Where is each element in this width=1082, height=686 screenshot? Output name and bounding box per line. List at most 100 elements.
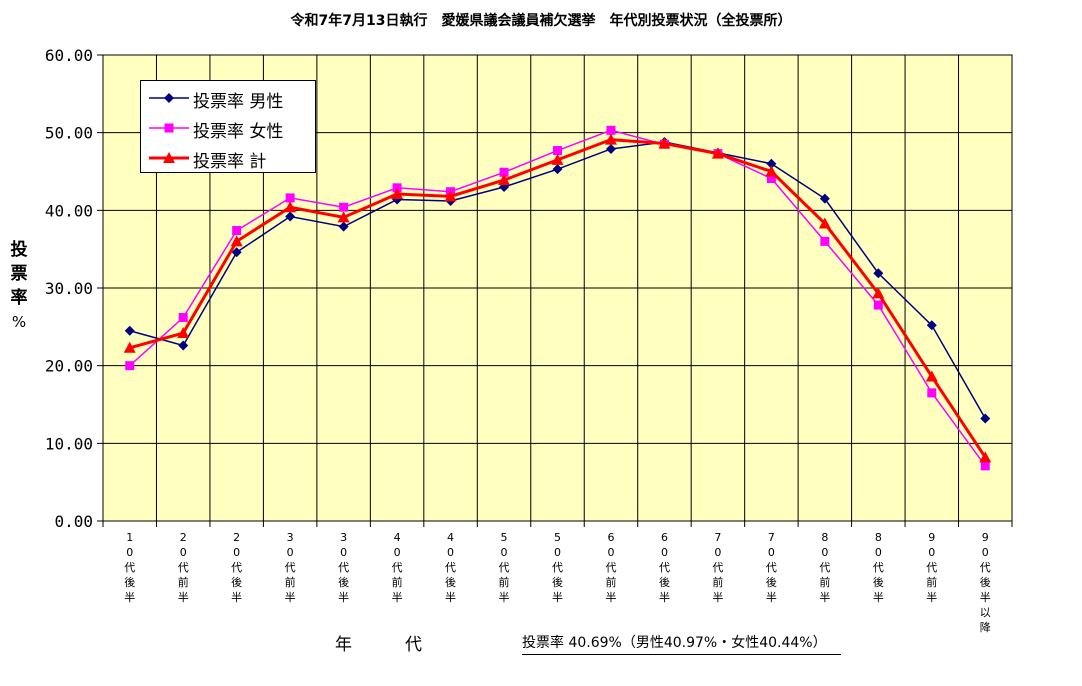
x-tick-char: 半 <box>873 590 884 604</box>
legend-swatch <box>149 93 189 103</box>
x-tick-char: 半 <box>712 590 723 604</box>
x-tick-char: 代 <box>552 561 563 574</box>
y-tick-label: 40.00 <box>45 201 93 220</box>
x-tick-label: 4 0 代前半 <box>392 531 403 604</box>
point-marker <box>766 173 776 183</box>
x-tick-char: 半 <box>926 590 937 604</box>
x-tick-char: 半 <box>499 590 510 604</box>
point-marker <box>980 413 991 424</box>
x-tick-label: 5 0 代後半 <box>552 531 563 604</box>
x-tick-char: 2 <box>233 531 240 544</box>
x-tick-label: 2 0 代後半 <box>231 531 242 604</box>
x-tick-char: 4 <box>394 531 401 544</box>
y-axis-label-char: 率 <box>10 288 28 308</box>
point-marker <box>873 268 884 279</box>
y-tick-label: 30.00 <box>45 279 93 298</box>
x-tick-char: 代 <box>285 561 296 574</box>
x-tick-char: 代 <box>766 561 777 574</box>
x-tick-char: 6 <box>661 531 668 544</box>
x-tick-char: 前 <box>285 575 296 589</box>
point-marker <box>658 137 671 149</box>
x-tick-char: 8 <box>821 531 828 544</box>
y-tick-label: 20.00 <box>45 357 93 376</box>
x-tick-label: 8 0 代後半 <box>873 531 884 604</box>
x-tick-char: 前 <box>712 575 723 589</box>
x-tick-char: 0 <box>768 546 775 559</box>
point-marker <box>551 153 564 165</box>
point-marker <box>552 164 563 175</box>
x-tick-char: 半 <box>980 590 991 604</box>
x-tick-char: 2 <box>180 531 187 544</box>
y-axis-label: 投票率% <box>8 238 30 334</box>
point-marker <box>927 388 937 398</box>
point-marker <box>606 125 616 135</box>
x-tick-label: 2 0 代前半 <box>178 531 189 604</box>
x-tick-char: 7 <box>714 531 721 544</box>
point-marker <box>925 370 938 382</box>
x-tick-char: 3 <box>287 531 294 544</box>
x-tick-char: 0 <box>821 546 828 559</box>
x-tick-char: 0 <box>928 546 935 559</box>
legend-label: 投票率 女性 <box>193 122 284 142</box>
x-tick-char: 0 <box>447 546 454 559</box>
point-marker <box>123 341 136 353</box>
point-marker <box>980 461 990 471</box>
point-marker <box>177 327 190 339</box>
x-tick-char: 後 <box>980 575 991 589</box>
point-marker <box>125 361 135 371</box>
point-marker <box>979 451 992 463</box>
point-marker <box>820 236 830 246</box>
x-tick-char: 後 <box>552 575 563 589</box>
x-tick-char: 5 <box>554 531 561 544</box>
point-marker <box>231 247 242 258</box>
x-tick-label: 6 0 代前半 <box>605 531 616 604</box>
x-tick-char: 半 <box>392 590 403 604</box>
x-tick-char: 5 <box>501 531 508 544</box>
y-tick-label: 50.00 <box>45 124 93 143</box>
x-tick-char: 前 <box>819 575 830 589</box>
x-tick-char: 0 <box>501 546 508 559</box>
x-tick-char: 後 <box>124 575 135 589</box>
x-tick-char: 後 <box>231 575 242 589</box>
point-marker <box>604 133 617 145</box>
y-axis-label-char: 票 <box>10 264 28 284</box>
x-tick-char: 代 <box>178 561 189 574</box>
x-tick-char: 前 <box>605 575 616 589</box>
x-tick-char: 8 <box>875 531 882 544</box>
series-triangle <box>123 133 992 463</box>
x-tick-char: 後 <box>338 575 349 589</box>
point-marker <box>178 340 189 351</box>
point-marker <box>285 211 296 222</box>
turnout-summary: 投票率 40.69%（男性40.97%・女性40.44%） <box>522 632 841 655</box>
x-tick-char: 半 <box>766 590 777 604</box>
x-tick-char: 代 <box>980 561 991 574</box>
x-tick-char: 3 <box>340 531 347 544</box>
point-marker <box>337 211 350 223</box>
point-marker <box>124 325 135 336</box>
x-tick-label: 8 0 代前半 <box>819 531 830 604</box>
x-tick-char: 代 <box>926 561 937 574</box>
legend-item: 投票率 女性 <box>141 113 315 143</box>
point-marker <box>392 183 402 193</box>
chart-title: 令和7年7月13日執行 愛媛県議会議員補欠選挙 年代別投票状況（全投票所） <box>290 13 792 29</box>
point-marker <box>605 143 616 154</box>
x-tick-char: 1 <box>126 531 133 544</box>
x-tick-char: 後 <box>445 575 456 589</box>
point-marker <box>873 300 883 310</box>
point-marker <box>499 167 509 177</box>
x-tick-char: 0 <box>661 546 668 559</box>
point-marker <box>872 287 885 299</box>
point-marker <box>163 152 175 163</box>
x-tick-char: 0 <box>607 546 614 559</box>
point-marker <box>232 226 242 236</box>
point-marker <box>498 174 511 186</box>
x-tick-char: 前 <box>926 575 937 589</box>
point-marker <box>284 201 297 213</box>
x-tick-char: 半 <box>552 590 563 604</box>
x-tick-char: 代 <box>659 561 670 574</box>
x-tick-char: 0 <box>982 546 989 559</box>
x-tick-char: 前 <box>499 575 510 589</box>
x-tick-char: 代 <box>124 561 135 574</box>
point-marker <box>765 165 778 177</box>
